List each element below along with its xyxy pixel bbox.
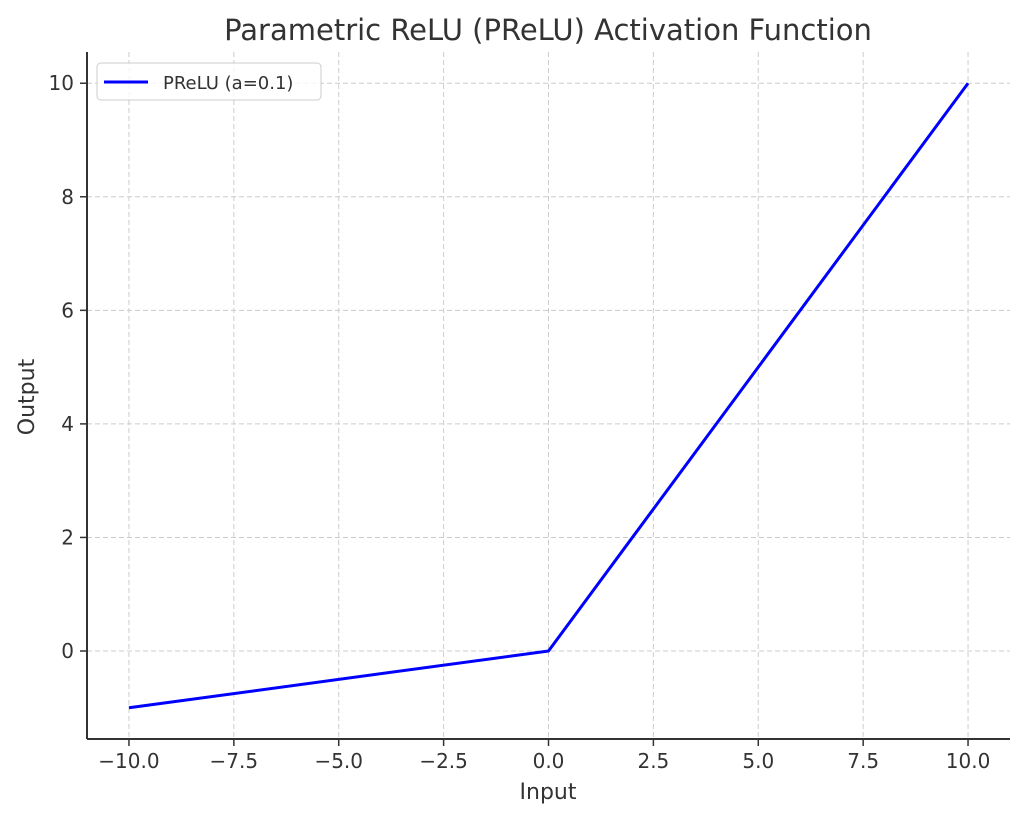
x-tick-label: 0.0 <box>533 749 565 773</box>
legend-box <box>96 62 322 101</box>
y-tick-label: 10 <box>49 71 74 95</box>
y-tick-label: 0 <box>61 639 74 663</box>
prelu-line <box>128 82 970 710</box>
x-tick-label: 7.5 <box>847 749 879 773</box>
series-lines <box>128 82 970 710</box>
axes <box>86 52 1010 740</box>
x-tick-label: −5.0 <box>314 749 363 773</box>
x-tick-label: −7.5 <box>210 749 259 773</box>
x-tick-label: 10.0 <box>946 749 991 773</box>
x-tick-label: 5.0 <box>742 749 774 773</box>
y-tick-label: 2 <box>61 525 74 549</box>
y-axis-ticks: 0 2 4 6 8 10 <box>49 71 87 663</box>
grid-lines <box>87 52 1010 739</box>
y-tick-label: 4 <box>61 412 74 436</box>
chart-title: Parametric ReLU (PReLU) Activation Funct… <box>224 13 872 47</box>
x-tick-label: −2.5 <box>419 749 468 773</box>
x-tick-label: 2.5 <box>637 749 669 773</box>
legend: PReLU (a=0.1) <box>96 62 322 101</box>
y-axis-label: Output <box>15 358 40 435</box>
x-tick-label: −10.0 <box>98 749 159 773</box>
y-tick-label: 8 <box>61 185 74 209</box>
x-axis-label: Input <box>520 780 577 805</box>
y-tick-label: 6 <box>61 298 74 322</box>
legend-label: PReLU (a=0.1) <box>163 73 293 94</box>
x-axis-ticks: −10.0 −7.5 −5.0 −2.5 0.0 2.5 5.0 7.5 10.0 <box>98 739 990 773</box>
